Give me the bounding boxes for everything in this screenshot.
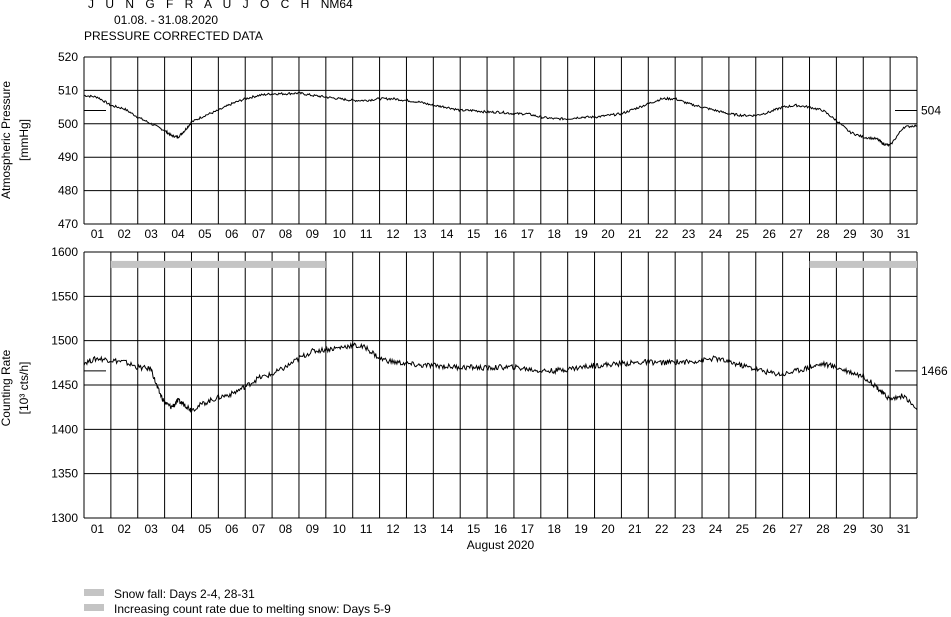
x-tick-label: 29	[843, 227, 857, 241]
x-tick-label: 23	[682, 227, 696, 241]
x-tick-label: 22	[655, 522, 669, 536]
x-tick-label: 21	[628, 227, 642, 241]
x-tick-label: 25	[736, 522, 750, 536]
x-tick-label: 17	[521, 227, 535, 241]
x-tick-label: 11	[360, 522, 373, 536]
y-axis-unit: [10³ cts/h]	[17, 362, 31, 415]
legend-item-snowfall: Snow fall: Days 2-4, 28-31	[84, 587, 255, 601]
x-tick-label: 23	[682, 522, 696, 536]
x-tick-label: 14	[440, 522, 454, 536]
x-tick-label: 26	[763, 522, 777, 536]
y-tick-label: 520	[58, 50, 78, 64]
x-tick-label: 27	[789, 522, 803, 536]
y-tick-label: 510	[58, 83, 78, 97]
y-tick-label: 490	[58, 150, 78, 164]
x-tick-label: 06	[225, 227, 239, 241]
x-tick-label: 10	[333, 522, 347, 536]
legend-swatch	[84, 604, 104, 611]
x-tick-label: 08	[279, 522, 293, 536]
x-tick-label: 04	[171, 522, 185, 536]
x-tick-label: 03	[144, 227, 158, 241]
x-tick-label: 11	[360, 227, 373, 241]
x-tick-label: 02	[118, 522, 132, 536]
x-tick-label: 13	[413, 522, 427, 536]
x-tick-label: 27	[789, 227, 803, 241]
x-axis-label: August 2020	[467, 538, 535, 552]
x-tick-label: 18	[548, 227, 562, 241]
x-tick-label: 16	[494, 227, 508, 241]
chart-title-station: J U N G F R A U J O C H NM64	[88, 0, 353, 11]
y-tick-label: 1400	[51, 422, 78, 436]
x-tick-label: 13	[413, 227, 427, 241]
x-tick-label: 07	[252, 522, 266, 536]
y-tick-label: 470	[58, 217, 78, 231]
x-tick-label: 22	[655, 227, 669, 241]
y-tick-label: 1450	[51, 378, 78, 392]
legend-item-melting: Increasing count rate due to melting sno…	[84, 602, 391, 616]
x-tick-label: 29	[843, 522, 857, 536]
x-tick-label: 24	[709, 522, 723, 536]
x-tick-label: 09	[306, 522, 320, 536]
x-tick-label: 28	[816, 227, 830, 241]
series-line	[84, 91, 918, 147]
x-tick-label: 26	[763, 227, 777, 241]
x-tick-label: 04	[171, 227, 185, 241]
x-tick-label: 02	[118, 227, 132, 241]
x-tick-label: 28	[816, 522, 830, 536]
x-tick-label: 25	[736, 227, 750, 241]
x-tick-label: 31	[897, 227, 911, 241]
station-name: J U N G F R A U J O C H	[88, 0, 314, 11]
x-tick-label: 08	[279, 227, 293, 241]
x-tick-label: 03	[144, 522, 158, 536]
highlight-bar	[809, 260, 917, 268]
x-tick-label: 15	[467, 227, 481, 241]
y-tick-label: 1350	[51, 467, 78, 481]
x-tick-label: 19	[574, 227, 588, 241]
instrument-name: NM64	[320, 0, 353, 11]
reference-value-label: 1466	[921, 364, 948, 378]
x-tick-label: 21	[628, 522, 642, 536]
x-tick-label: 01	[91, 522, 105, 536]
y-tick-label: 480	[58, 184, 78, 198]
x-tick-label: 31	[897, 522, 911, 536]
y-tick-label: 1600	[51, 245, 78, 259]
highlight-bar	[110, 260, 326, 268]
x-tick-label: 07	[252, 227, 266, 241]
y-tick-label: 1500	[51, 334, 78, 348]
x-tick-label: 06	[225, 522, 239, 536]
x-tick-label: 14	[440, 227, 454, 241]
x-tick-label: 30	[870, 522, 884, 536]
x-tick-label: 30	[870, 227, 884, 241]
legend-swatch	[84, 589, 104, 596]
x-tick-label: 20	[601, 522, 615, 536]
x-tick-label: 15	[467, 522, 481, 536]
x-tick-label: 20	[601, 227, 615, 241]
x-tick-label: 09	[306, 227, 320, 241]
x-tick-label: 16	[494, 522, 508, 536]
y-tick-label: 1550	[51, 289, 78, 303]
x-tick-label: 05	[198, 227, 212, 241]
y-axis-unit: [mmHg]	[17, 119, 31, 161]
reference-value-label: 504	[921, 103, 941, 117]
chart-period: 01.08. - 31.08.2020	[114, 13, 219, 27]
x-tick-label: 19	[574, 522, 588, 536]
x-tick-label: 12	[386, 522, 400, 536]
x-tick-label: 24	[709, 227, 723, 241]
y-axis-label: Atmospheric Pressure	[0, 81, 13, 199]
legend-label: Increasing count rate due to melting sno…	[114, 602, 391, 616]
x-tick-label: 10	[333, 227, 347, 241]
y-axis-label: Counting Rate	[0, 349, 13, 426]
series-line	[83, 341, 918, 413]
y-tick-label: 500	[58, 117, 78, 131]
y-tick-label: 1300	[51, 511, 78, 525]
x-tick-label: 17	[521, 522, 535, 536]
x-tick-label: 12	[386, 227, 400, 241]
legend-label: Snow fall: Days 2-4, 28-31	[114, 587, 255, 601]
x-tick-label: 05	[198, 522, 212, 536]
x-tick-label: 01	[91, 227, 105, 241]
x-tick-label: 18	[548, 522, 562, 536]
chart-subtitle: PRESSURE CORRECTED DATA	[84, 29, 263, 43]
